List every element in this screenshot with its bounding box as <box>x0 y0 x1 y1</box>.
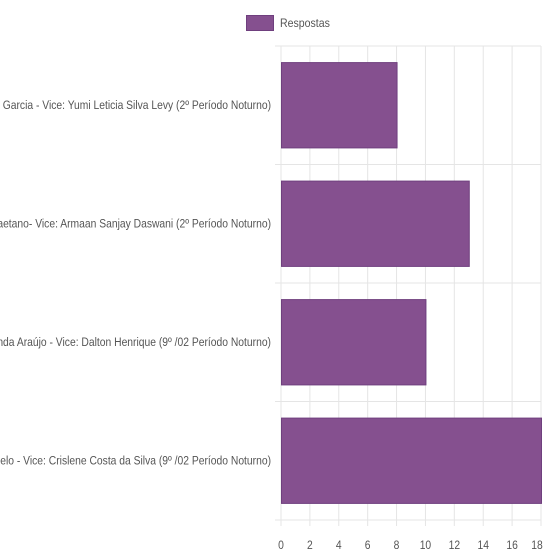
x-tick-label-0: 0 <box>278 539 284 552</box>
category-label-2: Fernanda Araújo - Vice: Dalton Henrique … <box>0 337 271 350</box>
bar-1 <box>281 180 470 267</box>
x-tick-label-2: 4 <box>336 539 342 552</box>
bar-2 <box>281 299 427 386</box>
legend-label-respostas: Respostas <box>280 16 330 30</box>
x-tick-label-9: 18 <box>531 539 542 552</box>
x-tick-label-4: 8 <box>394 539 400 552</box>
bar-0 <box>281 62 398 149</box>
x-tick-label-7: 14 <box>477 539 488 552</box>
chart-legend[interactable]: Respostas <box>246 12 337 34</box>
x-tick-label-1: 2 <box>307 539 313 552</box>
x-tick-label-5: 10 <box>420 539 431 552</box>
category-label-3: a de Melo - Vice: Crislene Costa da Silv… <box>0 455 271 468</box>
category-label-0: Oliveira Garcia - Vice: Yumi Leticia Sil… <box>0 100 271 113</box>
bar-3 <box>281 417 542 504</box>
x-tick-label-8: 16 <box>506 539 517 552</box>
category-label-1: mila Caetano- Vice: Armaan Sanjay Daswan… <box>0 218 271 231</box>
x-tick-label-6: 12 <box>449 539 460 552</box>
legend-swatch-respostas <box>246 15 274 31</box>
x-tick-label-3: 6 <box>365 539 371 552</box>
